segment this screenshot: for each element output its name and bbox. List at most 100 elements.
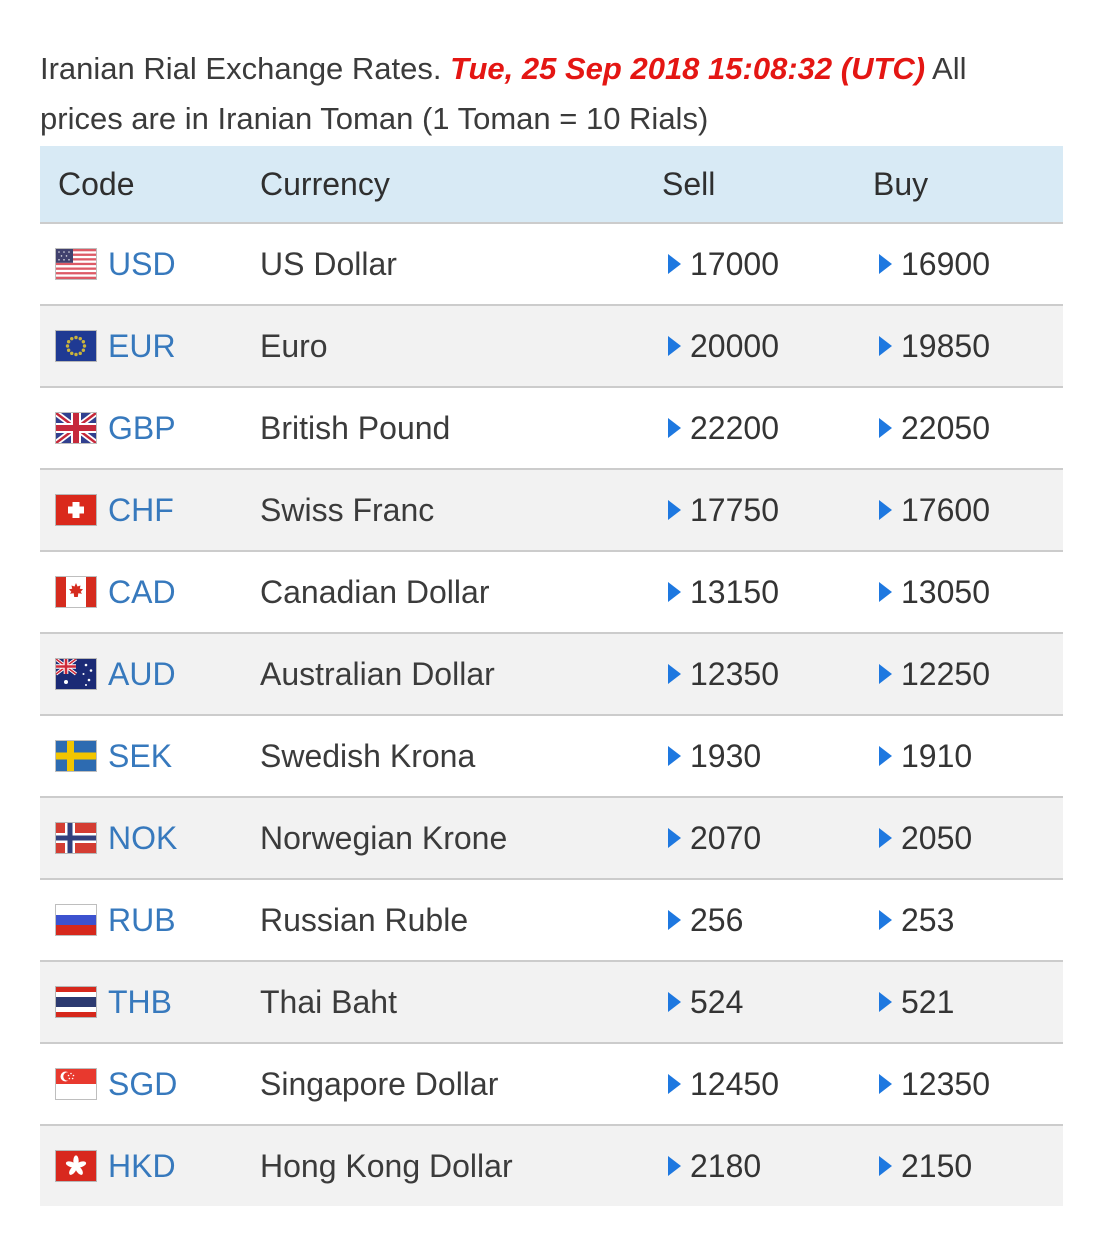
buy-cell: 13050 xyxy=(873,574,1063,611)
currency-name: Canadian Dollar xyxy=(260,573,490,610)
sell-rate: 13150 xyxy=(690,573,779,610)
ch-flag-icon xyxy=(56,495,96,525)
no-flag-icon xyxy=(56,823,96,853)
currency-code-link[interactable]: CAD xyxy=(108,573,176,610)
sell-rate: 17000 xyxy=(690,245,779,282)
sell-cell: 524 xyxy=(662,984,873,1021)
sell-arrow-icon xyxy=(668,828,681,848)
currency-name: Singapore Dollar xyxy=(260,1065,499,1102)
currency-code-link[interactable]: HKD xyxy=(108,1147,176,1184)
sell-cell: 2180 xyxy=(662,1148,873,1185)
currency-name: US Dollar xyxy=(260,245,397,282)
sell-arrow-icon xyxy=(668,336,681,356)
sell-arrow-icon xyxy=(668,500,681,520)
currency-code-link[interactable]: SEK xyxy=(108,737,173,774)
table-row: NOK Norwegian Krone 2070 2050 xyxy=(40,796,1063,878)
buy-cell: 12350 xyxy=(873,1066,1063,1103)
sell-arrow-icon xyxy=(668,992,681,1012)
sell-rate: 1930 xyxy=(690,737,762,774)
buy-rate: 17600 xyxy=(901,491,990,528)
currency-name: British Pound xyxy=(260,409,451,446)
sell-rate: 2180 xyxy=(690,1147,762,1184)
column-header-sell: Sell xyxy=(662,165,716,202)
buy-arrow-icon xyxy=(879,1156,892,1176)
currency-code-link[interactable]: NOK xyxy=(108,819,178,856)
ca-flag-icon xyxy=(56,577,96,607)
sell-cell: 1930 xyxy=(662,738,873,775)
column-header-code: Code xyxy=(58,165,135,202)
buy-rate: 2050 xyxy=(901,819,973,856)
currency-code-link[interactable]: RUB xyxy=(108,901,176,938)
column-header-currency: Currency xyxy=(260,165,390,202)
currency-code-link[interactable]: EUR xyxy=(108,327,176,364)
code-cell: CHF xyxy=(40,492,260,529)
sg-flag-icon xyxy=(56,1069,96,1099)
currency-name: Norwegian Krone xyxy=(260,819,508,856)
code-cell: SEK xyxy=(40,738,260,775)
table-body: USD US Dollar 17000 16900 EUR Euro 20000… xyxy=(40,222,1063,1206)
buy-rate: 2150 xyxy=(901,1147,973,1184)
buy-rate: 13050 xyxy=(901,573,990,610)
currency-name: Russian Ruble xyxy=(260,901,469,938)
buy-arrow-icon xyxy=(879,910,892,930)
buy-rate: 1910 xyxy=(901,737,973,774)
sell-rate: 256 xyxy=(690,901,744,938)
sell-cell: 17000 xyxy=(662,246,873,283)
sell-rate: 17750 xyxy=(690,491,779,528)
code-cell: NOK xyxy=(40,820,260,857)
currency-code-link[interactable]: AUD xyxy=(108,655,176,692)
table-row: THB Thai Baht 524 521 xyxy=(40,960,1063,1042)
currency-code-link[interactable]: USD xyxy=(108,245,176,282)
buy-arrow-icon xyxy=(879,500,892,520)
buy-rate: 12350 xyxy=(901,1065,990,1102)
page: Iranian Rial Exchange Rates. Tue, 25 Sep… xyxy=(0,44,1063,1206)
buy-arrow-icon xyxy=(879,254,892,274)
exchange-rates-table: Code Currency Sell Buy USD US Dollar 170… xyxy=(40,146,1063,1206)
code-cell: AUD xyxy=(40,656,260,693)
code-cell: SGD xyxy=(40,1066,260,1103)
buy-arrow-icon xyxy=(879,582,892,602)
currency-code-link[interactable]: THB xyxy=(108,983,172,1020)
currency-code-link[interactable]: GBP xyxy=(108,409,176,446)
code-cell: HKD xyxy=(40,1148,260,1185)
sell-arrow-icon xyxy=(668,910,681,930)
buy-rate: 521 xyxy=(901,983,955,1020)
table-row: EUR Euro 20000 19850 xyxy=(40,304,1063,386)
buy-rate: 12250 xyxy=(901,655,990,692)
buy-rate: 19850 xyxy=(901,327,990,364)
sell-cell: 22200 xyxy=(662,410,873,447)
se-flag-icon xyxy=(56,741,96,771)
currency-code-link[interactable]: SGD xyxy=(108,1065,178,1102)
sell-arrow-icon xyxy=(668,664,681,684)
sell-rate: 20000 xyxy=(690,327,779,364)
table-row: SGD Singapore Dollar 12450 12350 xyxy=(40,1042,1063,1124)
title-line1-tail: All xyxy=(925,51,967,86)
table-row: GBP British Pound 22200 22050 xyxy=(40,386,1063,468)
sell-cell: 13150 xyxy=(662,574,873,611)
ru-flag-icon xyxy=(56,905,96,935)
hk-flag-icon xyxy=(56,1151,96,1181)
sell-arrow-icon xyxy=(668,254,681,274)
sell-arrow-icon xyxy=(668,1074,681,1094)
code-cell: THB xyxy=(40,984,260,1021)
table-row: USD US Dollar 17000 16900 xyxy=(40,222,1063,304)
sell-rate: 12450 xyxy=(690,1065,779,1102)
title-timestamp: Tue, 25 Sep 2018 15:08:32 (UTC) xyxy=(450,51,926,86)
currency-code-link[interactable]: CHF xyxy=(108,491,174,528)
buy-cell: 17600 xyxy=(873,492,1063,529)
currency-name: Hong Kong Dollar xyxy=(260,1147,513,1184)
sell-arrow-icon xyxy=(668,1156,681,1176)
sell-cell: 20000 xyxy=(662,328,873,365)
title-text: Iranian Rial Exchange Rates. xyxy=(40,51,451,86)
buy-cell: 1910 xyxy=(873,738,1063,775)
column-header-buy: Buy xyxy=(873,165,929,202)
currency-name: Swedish Krona xyxy=(260,737,476,774)
gb-flag-icon xyxy=(56,413,96,443)
sell-rate: 12350 xyxy=(690,655,779,692)
buy-cell: 19850 xyxy=(873,328,1063,365)
buy-cell: 2150 xyxy=(873,1148,1063,1185)
currency-name: Swiss Franc xyxy=(260,491,435,528)
buy-cell: 22050 xyxy=(873,410,1063,447)
code-cell: USD xyxy=(40,246,260,283)
code-cell: GBP xyxy=(40,410,260,447)
